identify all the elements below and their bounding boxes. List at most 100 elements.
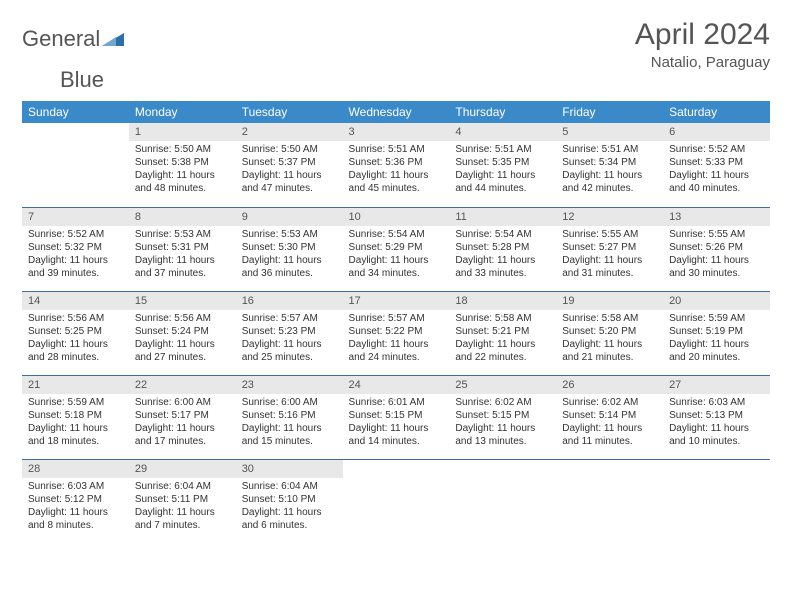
- daylight-line: Daylight: 11 hours and 22 minutes.: [455, 338, 550, 364]
- daylight-line: Daylight: 11 hours and 14 minutes.: [349, 422, 444, 448]
- day-body: Sunrise: 5:59 AMSunset: 5:19 PMDaylight:…: [663, 310, 770, 368]
- sunrise-line: Sunrise: 5:55 AM: [562, 228, 657, 241]
- calendar-cell: ..: [449, 459, 556, 543]
- calendar-cell: 3Sunrise: 5:51 AMSunset: 5:36 PMDaylight…: [343, 123, 450, 207]
- calendar-week-row: 7Sunrise: 5:52 AMSunset: 5:32 PMDaylight…: [22, 207, 770, 291]
- calendar-week-row: 28Sunrise: 6:03 AMSunset: 5:12 PMDayligh…: [22, 459, 770, 543]
- sunset-line: Sunset: 5:19 PM: [669, 325, 764, 338]
- daylight-line: Daylight: 11 hours and 39 minutes.: [28, 254, 123, 280]
- weekday-header: Saturday: [663, 101, 770, 123]
- day-body: Sunrise: 5:52 AMSunset: 5:33 PMDaylight:…: [663, 141, 770, 199]
- day-number: 13: [663, 208, 770, 226]
- day-number: 23: [236, 376, 343, 394]
- day-number: 28: [22, 460, 129, 478]
- sunrise-line: Sunrise: 6:02 AM: [562, 396, 657, 409]
- calendar-cell: 2Sunrise: 5:50 AMSunset: 5:37 PMDaylight…: [236, 123, 343, 207]
- sunrise-line: Sunrise: 5:53 AM: [242, 228, 337, 241]
- day-body: Sunrise: 5:55 AMSunset: 5:26 PMDaylight:…: [663, 226, 770, 284]
- sunset-line: Sunset: 5:20 PM: [562, 325, 657, 338]
- day-number: 4: [449, 123, 556, 141]
- title-month: April 2024: [635, 18, 770, 52]
- sunrise-line: Sunrise: 5:52 AM: [28, 228, 123, 241]
- sunrise-line: Sunrise: 5:58 AM: [455, 312, 550, 325]
- sunrise-line: Sunrise: 5:53 AM: [135, 228, 230, 241]
- sunrise-line: Sunrise: 6:01 AM: [349, 396, 444, 409]
- sunrise-line: Sunrise: 5:50 AM: [242, 143, 337, 156]
- sunrise-line: Sunrise: 5:59 AM: [669, 312, 764, 325]
- day-body: Sunrise: 5:53 AMSunset: 5:31 PMDaylight:…: [129, 226, 236, 284]
- sunset-line: Sunset: 5:16 PM: [242, 409, 337, 422]
- day-number: 16: [236, 292, 343, 310]
- weekday-header: Monday: [129, 101, 236, 123]
- sunset-line: Sunset: 5:21 PM: [455, 325, 550, 338]
- calendar-cell: 5Sunrise: 5:51 AMSunset: 5:34 PMDaylight…: [556, 123, 663, 207]
- day-body: Sunrise: 5:50 AMSunset: 5:38 PMDaylight:…: [129, 141, 236, 199]
- daylight-line: Daylight: 11 hours and 31 minutes.: [562, 254, 657, 280]
- day-body: Sunrise: 5:52 AMSunset: 5:32 PMDaylight:…: [22, 226, 129, 284]
- calendar-cell: 28Sunrise: 6:03 AMSunset: 5:12 PMDayligh…: [22, 459, 129, 543]
- daylight-line: Daylight: 11 hours and 18 minutes.: [28, 422, 123, 448]
- day-body: Sunrise: 5:57 AMSunset: 5:22 PMDaylight:…: [343, 310, 450, 368]
- day-number: 25: [449, 376, 556, 394]
- sunset-line: Sunset: 5:30 PM: [242, 241, 337, 254]
- day-body: Sunrise: 5:54 AMSunset: 5:28 PMDaylight:…: [449, 226, 556, 284]
- daylight-line: Daylight: 11 hours and 27 minutes.: [135, 338, 230, 364]
- calendar-week-row: 21Sunrise: 5:59 AMSunset: 5:18 PMDayligh…: [22, 375, 770, 459]
- daylight-line: Daylight: 11 hours and 10 minutes.: [669, 422, 764, 448]
- title-location: Natalio, Paraguay: [635, 54, 770, 71]
- day-body: Sunrise: 5:55 AMSunset: 5:27 PMDaylight:…: [556, 226, 663, 284]
- sunrise-line: Sunrise: 5:56 AM: [28, 312, 123, 325]
- calendar-cell: 9Sunrise: 5:53 AMSunset: 5:30 PMDaylight…: [236, 207, 343, 291]
- day-body: Sunrise: 5:53 AMSunset: 5:30 PMDaylight:…: [236, 226, 343, 284]
- daylight-line: Daylight: 11 hours and 8 minutes.: [28, 506, 123, 532]
- day-body: Sunrise: 5:57 AMSunset: 5:23 PMDaylight:…: [236, 310, 343, 368]
- day-body: Sunrise: 6:04 AMSunset: 5:10 PMDaylight:…: [236, 478, 343, 536]
- sunset-line: Sunset: 5:18 PM: [28, 409, 123, 422]
- weekday-header: Friday: [556, 101, 663, 123]
- calendar-cell: 20Sunrise: 5:59 AMSunset: 5:19 PMDayligh…: [663, 291, 770, 375]
- daylight-line: Daylight: 11 hours and 34 minutes.: [349, 254, 444, 280]
- sunset-line: Sunset: 5:15 PM: [455, 409, 550, 422]
- daylight-line: Daylight: 11 hours and 15 minutes.: [242, 422, 337, 448]
- calendar-cell: 21Sunrise: 5:59 AMSunset: 5:18 PMDayligh…: [22, 375, 129, 459]
- calendar-cell: 8Sunrise: 5:53 AMSunset: 5:31 PMDaylight…: [129, 207, 236, 291]
- sunset-line: Sunset: 5:35 PM: [455, 156, 550, 169]
- day-number: 27: [663, 376, 770, 394]
- sunset-line: Sunset: 5:12 PM: [28, 493, 123, 506]
- day-number: 10: [343, 208, 450, 226]
- daylight-line: Daylight: 11 hours and 40 minutes.: [669, 169, 764, 195]
- calendar-cell: 18Sunrise: 5:58 AMSunset: 5:21 PMDayligh…: [449, 291, 556, 375]
- day-number: 30: [236, 460, 343, 478]
- day-number: 12: [556, 208, 663, 226]
- weekday-header: Sunday: [22, 101, 129, 123]
- calendar-cell: 30Sunrise: 6:04 AMSunset: 5:10 PMDayligh…: [236, 459, 343, 543]
- daylight-line: Daylight: 11 hours and 37 minutes.: [135, 254, 230, 280]
- day-body: Sunrise: 5:51 AMSunset: 5:35 PMDaylight:…: [449, 141, 556, 199]
- sunset-line: Sunset: 5:10 PM: [242, 493, 337, 506]
- sunset-line: Sunset: 5:36 PM: [349, 156, 444, 169]
- day-body: Sunrise: 6:04 AMSunset: 5:11 PMDaylight:…: [129, 478, 236, 536]
- sunset-line: Sunset: 5:24 PM: [135, 325, 230, 338]
- day-number: 18: [449, 292, 556, 310]
- day-number: 9: [236, 208, 343, 226]
- sunrise-line: Sunrise: 6:04 AM: [242, 480, 337, 493]
- title-block: April 2024 Natalio, Paraguay: [635, 18, 770, 71]
- daylight-line: Daylight: 11 hours and 47 minutes.: [242, 169, 337, 195]
- calendar-cell: 10Sunrise: 5:54 AMSunset: 5:29 PMDayligh…: [343, 207, 450, 291]
- sunrise-line: Sunrise: 5:51 AM: [349, 143, 444, 156]
- day-body: Sunrise: 6:02 AMSunset: 5:15 PMDaylight:…: [449, 394, 556, 452]
- day-body: Sunrise: 5:58 AMSunset: 5:21 PMDaylight:…: [449, 310, 556, 368]
- sunrise-line: Sunrise: 6:00 AM: [242, 396, 337, 409]
- calendar-cell: ..: [343, 459, 450, 543]
- sunrise-line: Sunrise: 5:56 AM: [135, 312, 230, 325]
- sunrise-line: Sunrise: 5:57 AM: [242, 312, 337, 325]
- calendar-cell: 29Sunrise: 6:04 AMSunset: 5:11 PMDayligh…: [129, 459, 236, 543]
- day-number: 8: [129, 208, 236, 226]
- calendar-cell: 26Sunrise: 6:02 AMSunset: 5:14 PMDayligh…: [556, 375, 663, 459]
- sunset-line: Sunset: 5:25 PM: [28, 325, 123, 338]
- sunset-line: Sunset: 5:23 PM: [242, 325, 337, 338]
- sunrise-line: Sunrise: 6:00 AM: [135, 396, 230, 409]
- weekday-header-row: SundayMondayTuesdayWednesdayThursdayFrid…: [22, 101, 770, 123]
- weekday-header: Thursday: [449, 101, 556, 123]
- day-body: Sunrise: 6:01 AMSunset: 5:15 PMDaylight:…: [343, 394, 450, 452]
